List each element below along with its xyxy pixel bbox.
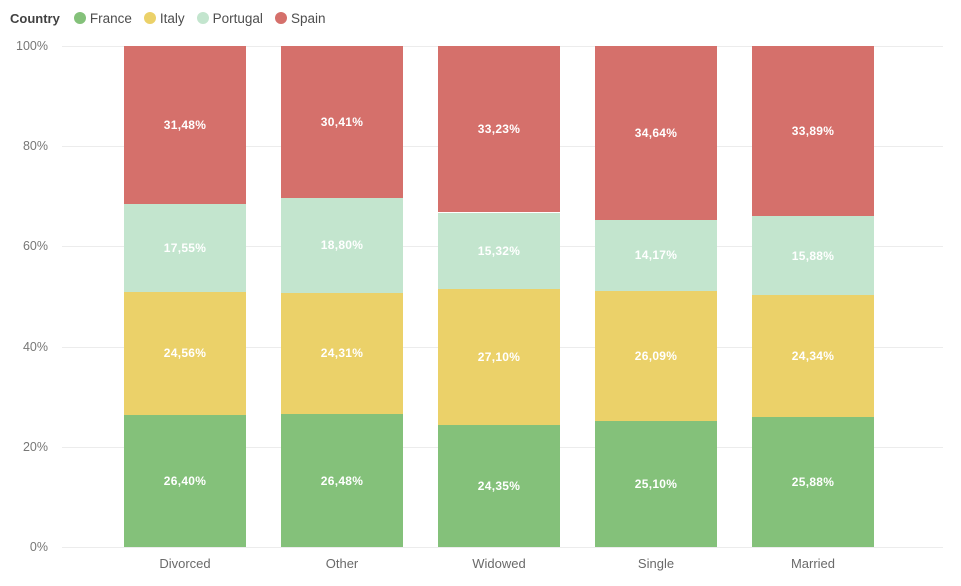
bar-segment-italy-other[interactable]: 24,31% [281,292,403,415]
bar-segment-france-widowed[interactable]: 24,35% [438,425,560,547]
y-axis-label: 40% [22,339,48,354]
legend-dot-icon [196,12,209,24]
bar-segment-label: 25,88% [791,475,835,490]
x-axis-label-married: Married [790,556,836,571]
x-axis-label-widowed: Widowed [472,556,526,571]
bar-segment-label: 17,55% [163,240,207,255]
bar-segment-label: 15,32% [477,243,521,258]
legend-item-label: Spain [290,10,326,26]
bar-segment-italy-widowed[interactable]: 27,10% [438,289,560,426]
legend-item-label: France [89,10,132,26]
gridline [62,547,943,548]
y-axis-label: 0% [29,540,48,554]
bar-segment-france-married[interactable]: 25,88% [752,417,874,547]
bar-segment-portugal-other[interactable]: 18,80% [281,198,403,293]
bar-single: 25,10% 26,09% 14,17% 34,64% [595,46,717,547]
x-axis-label-single: Single [637,556,675,571]
bar-segment-label: 24,35% [477,479,521,493]
legend-item-italy[interactable]: Italy [143,10,185,26]
bar-segment-spain-other[interactable]: 30,41% [281,46,403,199]
bar-segment-spain-divorced[interactable]: 31,48% [124,46,246,204]
y-axis-label: 20% [22,439,48,454]
bar-segment-label: 14,17% [634,248,678,263]
y-axis-label: 100% [16,39,48,53]
bar-other: 26,48% 24,31% 18,80% 30,41% [281,46,403,547]
bar-segment-spain-married[interactable]: 33,89% [752,46,874,216]
bar-segment-portugal-divorced[interactable]: 17,55% [124,203,246,292]
bar-segment-spain-single[interactable]: 34,64% [595,46,717,220]
bar-widowed: 24,35% 27,10% 15,32% 33,23% [438,46,560,547]
bar-segment-label: 27,10% [477,350,521,365]
x-axis-label-other: Other [325,556,359,571]
legend-dot-icon [274,12,287,24]
bar-segment-label: 24,34% [791,349,835,364]
bar-segment-label: 18,80% [320,238,364,253]
y-axis-label: 60% [22,239,48,254]
bar-segment-label: 15,88% [791,248,835,263]
bar-segment-portugal-married[interactable]: 15,88% [752,215,874,296]
plot-area: 26,40% 24,56% 17,55% 31,48% 26,48% 24,31% 18,8… [62,46,943,548]
legend-dot-icon [73,12,86,24]
bar-segment-france-single[interactable]: 25,10% [595,421,717,547]
legend-dot-icon [143,12,156,24]
bar-segment-label: 25,10% [634,477,678,492]
bar-segment-france-other[interactable]: 26,48% [281,414,403,547]
legend-item-portugal[interactable]: Portugal [196,10,263,26]
legend-title: Country [10,10,60,26]
bar-segment-italy-single[interactable]: 26,09% [595,290,717,422]
bar-segment-label: 24,56% [163,346,207,361]
x-axis-label-divorced: Divorced [159,556,211,571]
bar-segment-label: 26,09% [634,348,678,363]
bar-segment-label: 26,40% [163,473,207,488]
bar-segment-portugal-widowed[interactable]: 15,32% [438,212,560,290]
legend-item-france[interactable]: France [73,10,132,26]
legend-item-label: Portugal [212,10,263,26]
chart-legend: Country France Italy Portugal Spain [10,7,337,29]
legend-item-spain[interactable]: Spain [274,10,326,26]
bar-divorced: 26,40% 24,56% 17,55% 31,48% [124,46,246,547]
y-axis-label: 80% [22,139,48,154]
bar-segment-italy-divorced[interactable]: 24,56% [124,291,246,415]
bar-segment-label: 30,41% [320,115,364,130]
bar-segment-spain-widowed[interactable]: 33,23% [438,46,560,213]
bar-married: 25,88% 24,34% 15,88% 33,89% [752,46,874,547]
bar-segment-label: 34,64% [634,125,678,140]
bar-segment-label: 33,89% [791,123,835,138]
bar-segment-label: 26,48% [320,473,364,488]
legend-item-label: Italy [159,10,185,26]
bar-segment-label: 24,31% [320,346,364,361]
bar-segment-portugal-single[interactable]: 14,17% [595,219,717,291]
bar-segment-label: 31,48% [163,117,207,132]
bar-segment-label: 33,23% [477,122,521,137]
bar-segment-france-divorced[interactable]: 26,40% [124,414,246,547]
bar-segment-italy-married[interactable]: 24,34% [752,295,874,418]
